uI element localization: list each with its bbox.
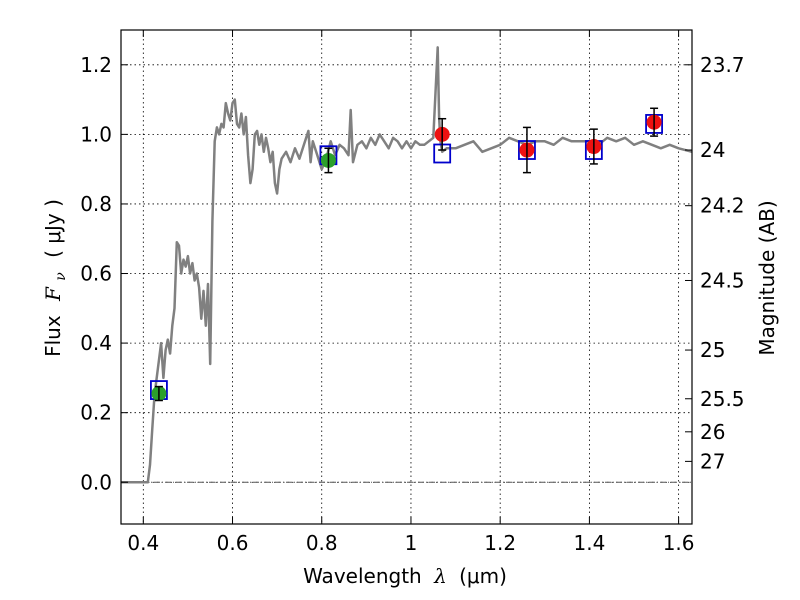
plot-area <box>121 46 692 484</box>
y-tick-label: 0.8 <box>80 192 112 216</box>
y-tick-label: 1.2 <box>80 53 112 77</box>
x-tick-label: 1 <box>405 531 418 555</box>
y-axis-label: Flux F ν ( μJy ) <box>41 199 70 357</box>
y-tick-label: 0.6 <box>80 262 112 286</box>
y-tick-label: 1.0 <box>80 122 112 146</box>
magnitude-tick-label: 26 <box>700 420 725 444</box>
magnitude-tick-label: 24 <box>700 138 725 162</box>
magnitude-tick-label: 25.5 <box>700 387 745 411</box>
plot-frame <box>120 29 693 525</box>
magnitude-tick-label: 24.5 <box>700 268 745 292</box>
x-tick-label: 1.6 <box>663 531 695 555</box>
x-tick-label: 1.4 <box>573 531 605 555</box>
magnitude-tick-label: 23.7 <box>700 53 745 77</box>
y-tick-label: 0.0 <box>80 470 112 494</box>
y-tick-label: 0.2 <box>80 401 112 425</box>
y2-axis-label: Magnitude (AB) <box>755 200 779 355</box>
y-tick-label: 0.4 <box>80 331 112 355</box>
x-tick-label: 0.8 <box>306 531 338 555</box>
magnitude-tick-label: 24.2 <box>700 194 745 218</box>
x-tick-label: 0.4 <box>127 531 159 555</box>
x-tick-label: 0.6 <box>217 531 249 555</box>
magnitude-tick-label: 27 <box>700 449 725 473</box>
magnitude-tick-label: 25 <box>700 338 725 362</box>
grid-lines <box>121 30 692 524</box>
sed-template-line <box>121 46 692 484</box>
axis-ticks: 0.4 0.6 0.8 1 1.2 1.4 1.6 0.0 0.2 0.4 0.6 0.8 1.0 1.2… <box>80 30 745 555</box>
x-axis-label: Wavelength λ (μm) <box>303 564 507 588</box>
x-tick-label: 1.2 <box>484 531 516 555</box>
